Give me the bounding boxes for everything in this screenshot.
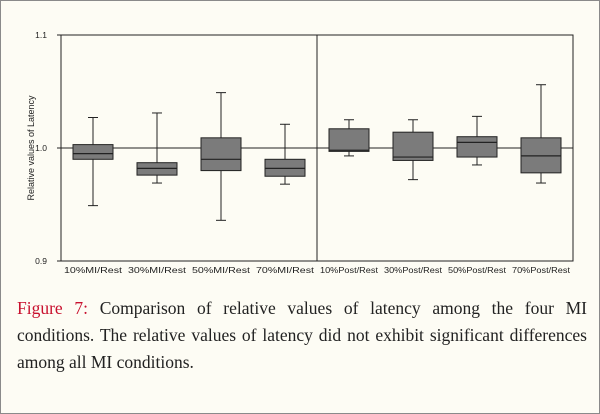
y-tick-label: 1.1 [35, 30, 47, 40]
box-70%MI/Rest [264, 123, 306, 185]
box-70%Post/Rest [520, 84, 562, 184]
caption-text: Comparison of relative values of latency… [17, 298, 587, 372]
y-tick-label: 1.0 [35, 143, 47, 153]
iqr-box [392, 131, 434, 161]
x-tick-label: 70%MI/Rest [256, 266, 315, 275]
x-tick-label: 30%Post/Rest [384, 266, 443, 275]
box-50%MI/Rest [200, 92, 242, 221]
box-30%Post/Rest [392, 119, 434, 181]
x-tick-label: 10%Post/Rest [320, 266, 379, 275]
box-50%Post/Rest [456, 115, 498, 166]
x-tick-label: 50%MI/Rest [192, 266, 251, 275]
box-10%MI/Rest [72, 116, 114, 207]
box-30%MI/Rest [136, 112, 178, 184]
x-tick-label: 30%MI/Rest [128, 266, 187, 275]
x-tick-label: 70%Post/Rest [512, 266, 571, 275]
plot-frame [60, 34, 574, 262]
y-axis-label: Relative values of Latency [26, 95, 36, 201]
iqr-box [72, 144, 114, 160]
iqr-box [328, 128, 370, 152]
iqr-box [456, 136, 498, 158]
iqr-box [200, 137, 242, 172]
boxplot-chart: Relative values of Latency 0.9 1.0 1.1 10%… [26, 30, 574, 275]
box-10%Post/Rest [328, 119, 370, 157]
figure-caption: Figure 7: Comparison of relative values … [17, 295, 587, 376]
y-tick-label: 0.9 [35, 256, 47, 266]
caption-label: Figure 7: [17, 298, 89, 318]
x-tick-label: 10%MI/Rest [64, 266, 123, 275]
x-tick-label: 50%Post/Rest [448, 266, 507, 275]
